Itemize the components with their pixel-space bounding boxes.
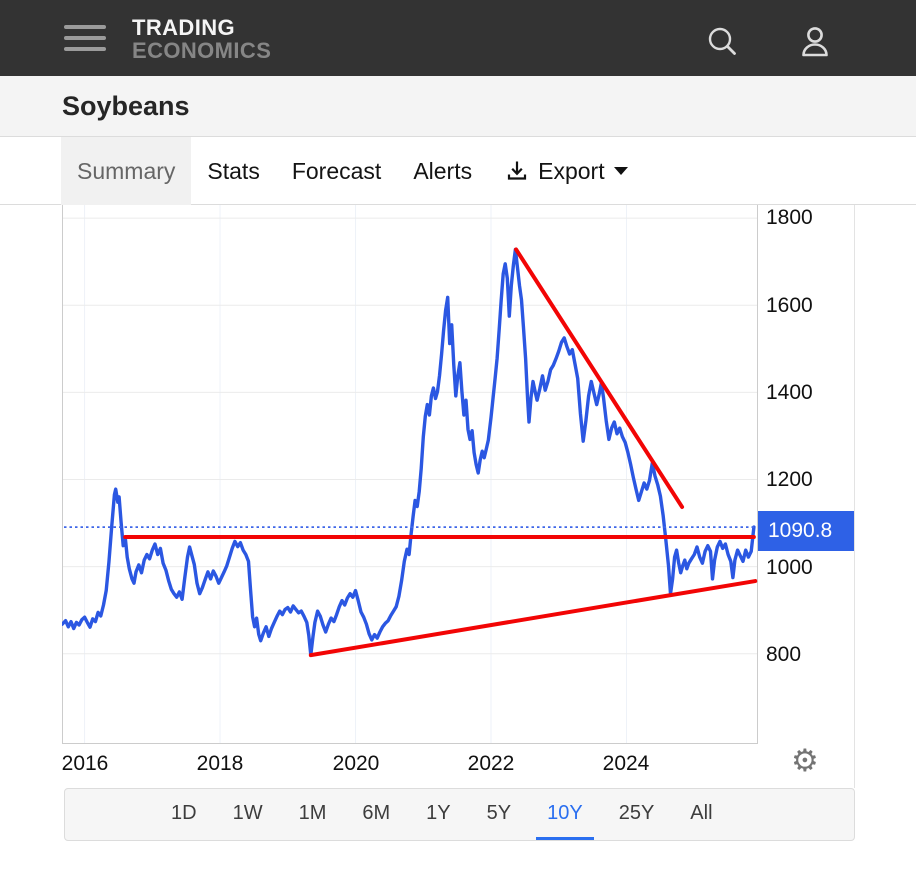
range-button-1m[interactable]: 1M [298, 801, 327, 824]
content-right-border [854, 205, 855, 788]
person-icon [802, 27, 828, 57]
top-navigation-bar: TRADING ECONOMICS [0, 0, 916, 76]
range-button-6m[interactable]: 6M [362, 801, 391, 824]
range-button-25y[interactable]: 25Y [618, 801, 655, 824]
range-button-all[interactable]: All [690, 801, 713, 824]
y-axis-label: 1400 [766, 381, 813, 404]
tab-alerts[interactable]: Alerts [397, 137, 488, 205]
chart-plot[interactable] [62, 205, 758, 744]
ascending-trendline [308, 579, 758, 658]
x-axis-label: 2022 [467, 752, 515, 775]
chart-settings-gear-icon[interactable]: ⚙ [791, 743, 819, 779]
current-price-badge: 1090.8 [758, 511, 855, 551]
price-chart: 1800 1600 1400 1200 1000 800 2016 2018 2… [0, 205, 916, 788]
range-button-10y[interactable]: 10Y [536, 789, 594, 840]
page-title: Soybeans [62, 91, 190, 121]
range-button-5y[interactable]: 5Y [486, 801, 512, 824]
tab-forecast-label: Forecast [291, 157, 382, 184]
tab-summary-label: Summary [77, 157, 176, 184]
x-axis-label: 2016 [61, 752, 109, 775]
tab-stats-label: Stats [207, 157, 260, 184]
y-axis-label: 1000 [766, 556, 813, 579]
y-axis-label: 1600 [766, 294, 813, 317]
x-axis-label: 2018 [196, 752, 244, 775]
account-button[interactable] [796, 24, 834, 65]
x-axis-label: 2024 [602, 752, 650, 775]
brand-logo-line1: TRADING [132, 15, 236, 40]
caret-down-icon [613, 167, 628, 175]
y-axis-label: 1200 [766, 468, 813, 491]
menu-button[interactable] [64, 25, 106, 52]
tab-alerts-label: Alerts [413, 157, 473, 184]
brand-logo[interactable]: TRADING ECONOMICS [132, 16, 271, 62]
tab-summary[interactable]: Summary [61, 137, 192, 205]
search-button[interactable] [704, 24, 740, 65]
range-button-1w[interactable]: 1W [232, 801, 263, 824]
tab-forecast[interactable]: Forecast [276, 137, 397, 205]
tab-export-label: Export [538, 157, 605, 184]
price-line-series [62, 247, 756, 657]
range-selector-bar: 1D 1W 1M 6M 1Y 5Y 10Y 25Y All [64, 788, 855, 841]
tab-stats[interactable]: Stats [191, 137, 275, 205]
x-axis-label: 2020 [332, 752, 380, 775]
range-button-1d[interactable]: 1D [171, 801, 197, 824]
tab-bar-divider [0, 204, 916, 205]
y-axis-label: 800 [766, 643, 802, 666]
range-button-1y[interactable]: 1Y [426, 801, 451, 824]
y-axis-label: 1800 [766, 206, 813, 229]
brand-logo-line2: ECONOMICS [132, 38, 272, 63]
download-icon [508, 161, 527, 180]
tab-bar: Summary Stats Forecast Alerts Export [0, 137, 916, 205]
search-icon [708, 27, 736, 55]
tab-export[interactable]: Export [488, 137, 643, 205]
title-band: Soybeans [0, 76, 916, 137]
descending-trendline [514, 247, 685, 509]
